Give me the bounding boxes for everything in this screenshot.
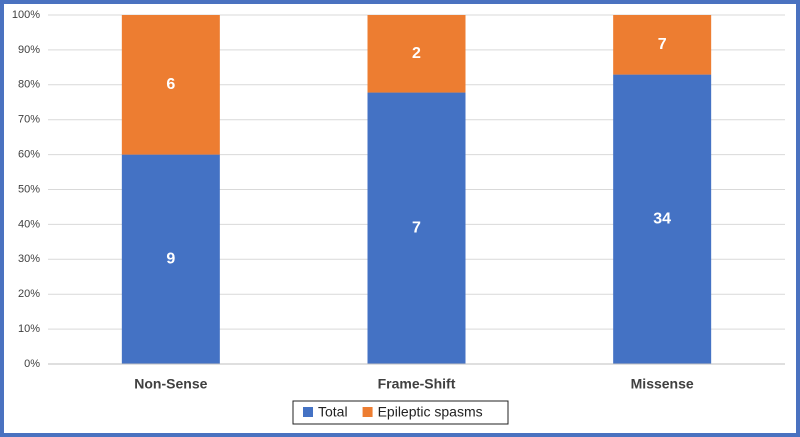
bar-segment xyxy=(367,15,466,93)
y-tick-label: 10% xyxy=(18,323,40,335)
x-tick-label: Frame-Shift xyxy=(378,376,456,392)
y-tick-label: 30% xyxy=(18,253,40,265)
data-label: 2 xyxy=(412,45,421,62)
y-tick-label: 80% xyxy=(18,79,40,91)
y-tick-label: 70% xyxy=(18,114,40,126)
y-tick-label: 100% xyxy=(12,9,40,21)
y-tick-label: 20% xyxy=(18,288,40,300)
x-tick-label: Missense xyxy=(631,376,694,392)
bar-segment xyxy=(121,15,220,155)
x-tick-label: Non-Sense xyxy=(134,376,207,392)
data-label: 6 xyxy=(166,76,175,93)
data-label: 7 xyxy=(412,219,421,236)
data-label: 7 xyxy=(658,36,667,53)
legend-swatch xyxy=(303,407,313,417)
legend-box xyxy=(292,400,509,425)
y-tick-label: 90% xyxy=(18,44,40,56)
y-tick-label: 40% xyxy=(18,218,40,230)
y-tick-label: 0% xyxy=(24,358,40,370)
bar-segment xyxy=(613,74,712,365)
legend-label: Epileptic spasms xyxy=(378,404,483,420)
y-tick-label: 50% xyxy=(18,183,40,195)
bar-segment xyxy=(613,15,712,75)
bar-segment xyxy=(367,92,466,365)
legend-swatch xyxy=(362,407,373,417)
y-tick-label: 60% xyxy=(18,149,40,161)
bar-segment xyxy=(121,154,220,364)
legend-label: Total xyxy=(318,404,348,420)
data-label: 34 xyxy=(653,211,671,228)
data-label: 9 xyxy=(166,251,175,268)
